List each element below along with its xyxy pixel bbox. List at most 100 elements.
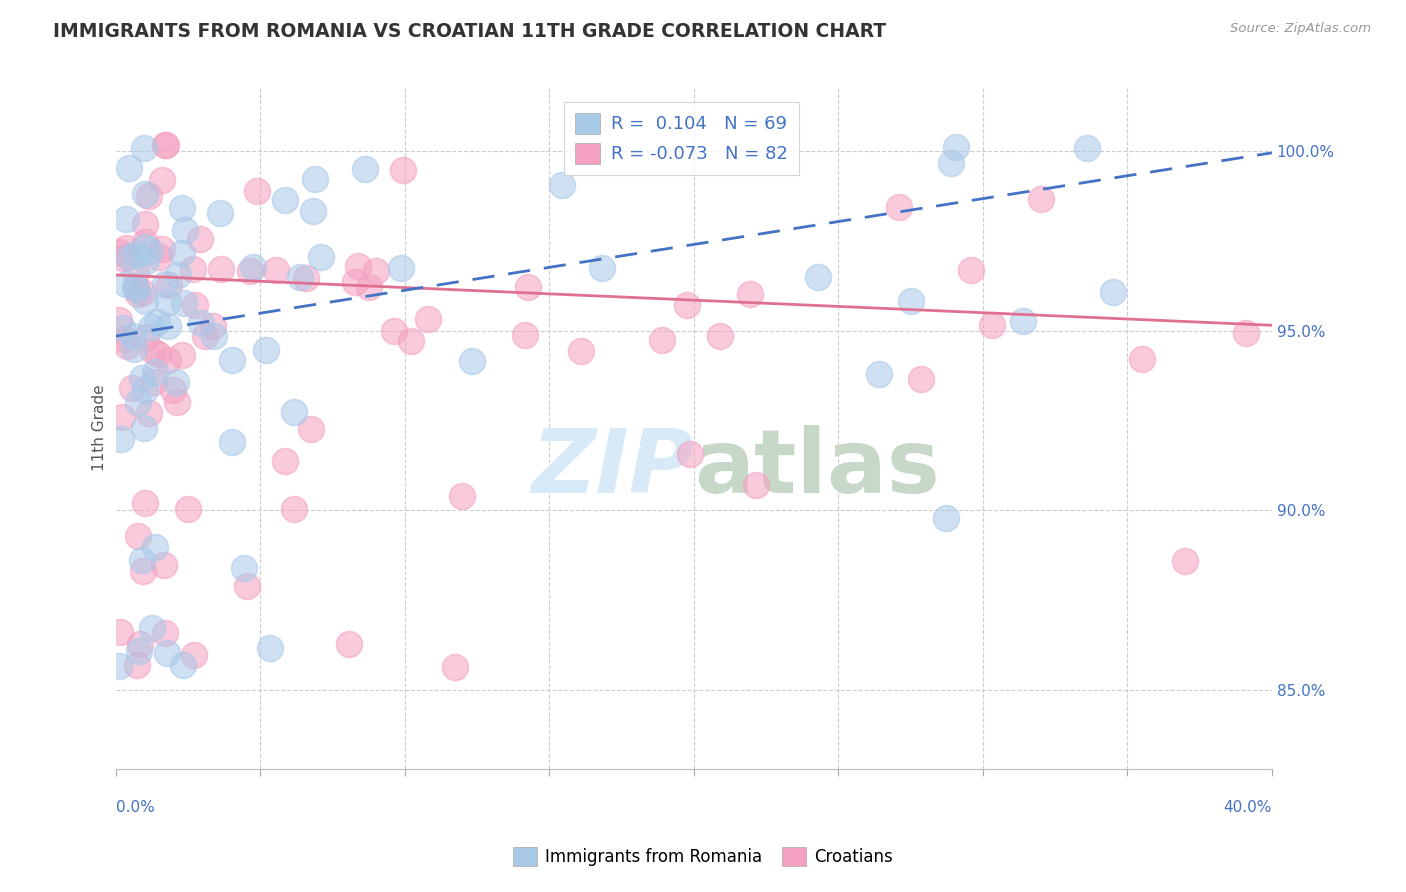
Point [127, 287, 149, 301]
Point [111, 321, 134, 335]
Point [391, 260, 413, 275]
Point [738, 287, 761, 301]
Point [246, 185, 269, 199]
Point [274, 194, 297, 208]
Point [142, 375, 165, 389]
Point [201, 319, 224, 334]
Point [221, 352, 243, 367]
Point [134, 186, 156, 201]
Point [259, 640, 281, 655]
Point [112, 332, 135, 346]
Point [134, 293, 156, 308]
Legend: Immigrants from Romania, Croatians: Immigrants from Romania, Croatians [506, 840, 900, 873]
Point [155, 137, 177, 152]
Y-axis label: 11th Grade: 11th Grade [93, 384, 107, 471]
Point [311, 250, 333, 264]
Text: 40.0%: 40.0% [1223, 799, 1272, 814]
Point [121, 381, 143, 395]
Text: Source: ZipAtlas.com: Source: ZipAtlas.com [1230, 22, 1371, 36]
Point [960, 262, 983, 277]
Point [115, 241, 138, 255]
Point [274, 454, 297, 468]
Point [143, 365, 166, 379]
Point [679, 448, 702, 462]
Point [254, 343, 277, 357]
Point [134, 141, 156, 155]
Point [173, 296, 195, 310]
Point [138, 405, 160, 419]
Point [111, 410, 134, 425]
Point [980, 318, 1002, 333]
Point [382, 324, 405, 338]
Point [183, 298, 205, 312]
Point [108, 658, 131, 673]
Point [132, 285, 155, 299]
Point [134, 383, 156, 397]
Point [202, 329, 225, 343]
Point [190, 316, 212, 330]
Point [166, 268, 188, 282]
Point [709, 328, 731, 343]
Point [515, 328, 537, 343]
Point [138, 188, 160, 202]
Point [111, 252, 134, 266]
Point [156, 318, 179, 333]
Point [131, 371, 153, 385]
Point [155, 626, 177, 640]
Point [288, 269, 311, 284]
Point [651, 333, 673, 347]
Point [1076, 141, 1098, 155]
Point [125, 267, 148, 281]
Point [236, 578, 259, 592]
Point [209, 261, 232, 276]
Point [115, 277, 138, 292]
Text: 0.0%: 0.0% [115, 799, 155, 814]
Point [343, 276, 366, 290]
Point [118, 250, 141, 264]
Point [188, 232, 211, 246]
Point [124, 279, 146, 293]
Point [152, 558, 174, 572]
Point [1234, 326, 1257, 340]
Point [124, 248, 146, 262]
Point [591, 260, 613, 275]
Point [451, 489, 474, 503]
Point [162, 383, 184, 397]
Point [132, 564, 155, 578]
Point [889, 200, 911, 214]
Point [516, 280, 538, 294]
Point [118, 161, 141, 176]
Point [461, 354, 484, 368]
Point [125, 658, 148, 673]
Point [148, 347, 170, 361]
Point [117, 339, 139, 353]
Point [364, 264, 387, 278]
Point [353, 162, 375, 177]
Point [569, 344, 592, 359]
Point [135, 253, 157, 268]
Point [1102, 285, 1125, 299]
Point [107, 245, 129, 260]
Point [152, 242, 174, 256]
Point [283, 405, 305, 419]
Point [172, 201, 194, 215]
Text: IMMIGRANTS FROM ROMANIA VS CROATIAN 11TH GRADE CORRELATION CHART: IMMIGRANTS FROM ROMANIA VS CROATIAN 11TH… [53, 22, 887, 41]
Point [221, 435, 243, 450]
Point [110, 625, 132, 640]
Text: atlas: atlas [693, 425, 939, 512]
Point [1130, 351, 1153, 366]
Point [676, 298, 699, 312]
Point [143, 540, 166, 554]
Point [122, 342, 145, 356]
Point [357, 279, 380, 293]
Point [146, 315, 169, 329]
Point [150, 173, 173, 187]
Point [177, 502, 200, 516]
Point [134, 240, 156, 254]
Point [910, 371, 932, 385]
Point [141, 622, 163, 636]
Point [172, 658, 194, 673]
Point [142, 344, 165, 359]
Point [304, 171, 326, 186]
Point [302, 203, 325, 218]
